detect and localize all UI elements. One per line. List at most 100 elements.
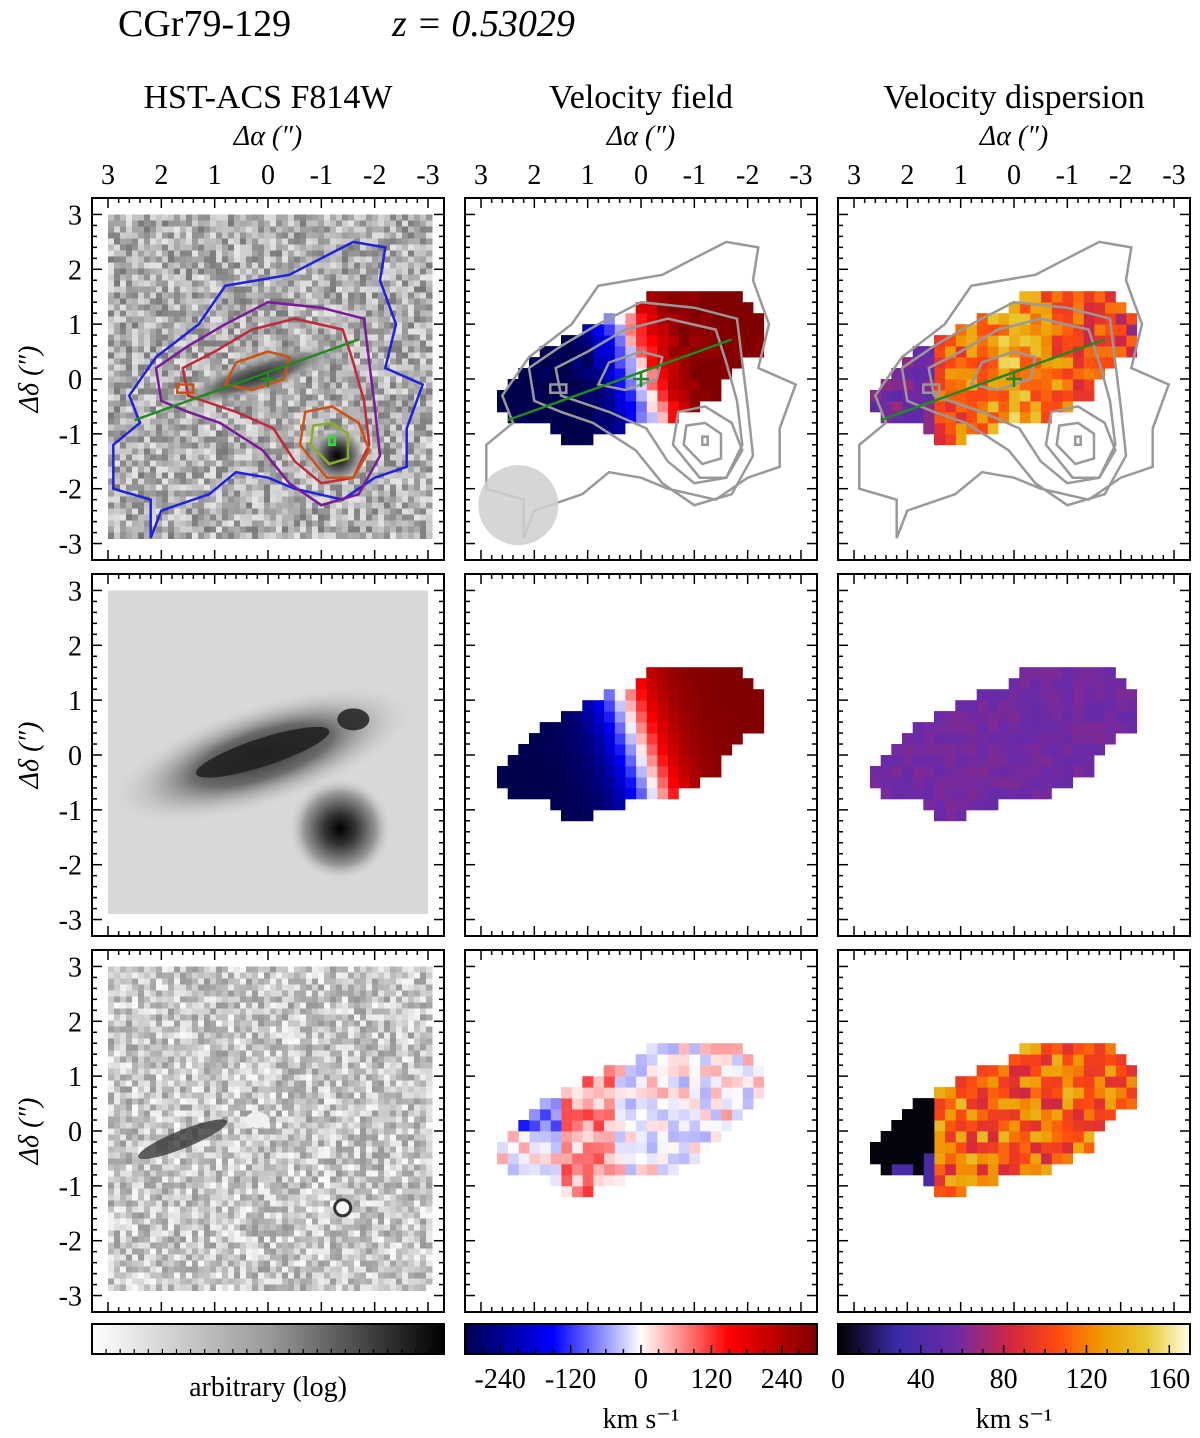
image-pixel bbox=[288, 984, 295, 991]
spaxel bbox=[934, 433, 946, 446]
spaxel bbox=[1040, 379, 1052, 391]
image-pixel bbox=[414, 376, 421, 383]
spaxel bbox=[976, 744, 988, 756]
spaxel bbox=[625, 400, 637, 413]
spaxel bbox=[891, 368, 903, 380]
image-pixel bbox=[234, 460, 241, 467]
image-pixel bbox=[162, 256, 169, 263]
image-pixel bbox=[318, 286, 325, 293]
spaxel bbox=[593, 411, 605, 424]
image-pixel bbox=[342, 328, 349, 335]
image-pixel bbox=[294, 250, 301, 257]
image-pixel bbox=[336, 978, 343, 985]
spaxel bbox=[1051, 379, 1063, 391]
image-pixel bbox=[420, 532, 427, 539]
image-pixel bbox=[300, 250, 307, 257]
image-pixel bbox=[282, 526, 289, 533]
spaxel bbox=[550, 400, 562, 413]
image-pixel bbox=[390, 346, 397, 353]
image-pixel bbox=[168, 286, 175, 293]
image-pixel bbox=[300, 382, 307, 389]
image-pixel bbox=[144, 328, 151, 335]
image-pixel bbox=[126, 340, 133, 347]
image-pixel bbox=[420, 232, 427, 239]
image-pixel bbox=[282, 412, 289, 419]
image-pixel bbox=[174, 370, 181, 377]
image-pixel bbox=[264, 334, 271, 341]
image-pixel bbox=[408, 292, 415, 299]
image-pixel bbox=[186, 514, 193, 521]
spaxel bbox=[1126, 689, 1138, 701]
image-pixel bbox=[402, 442, 409, 449]
spaxel bbox=[1040, 324, 1052, 336]
spaxel bbox=[689, 776, 701, 789]
image-pixel bbox=[210, 1002, 217, 1009]
spaxel bbox=[742, 335, 754, 347]
image-pixel bbox=[306, 996, 313, 1003]
image-pixel bbox=[156, 262, 163, 269]
image-pixel bbox=[408, 214, 415, 221]
spaxel bbox=[1083, 357, 1095, 369]
image-pixel bbox=[108, 238, 115, 245]
image-pixel bbox=[174, 226, 181, 233]
image-pixel bbox=[270, 478, 277, 485]
image-pixel bbox=[252, 328, 259, 335]
image-pixel bbox=[234, 322, 241, 329]
image-pixel bbox=[132, 232, 139, 239]
image-pixel bbox=[318, 496, 325, 503]
image-pixel bbox=[390, 280, 397, 287]
image-pixel bbox=[240, 214, 247, 221]
image-pixel bbox=[120, 972, 127, 979]
image-pixel bbox=[306, 972, 313, 979]
image-pixel bbox=[342, 508, 349, 515]
image-pixel bbox=[300, 274, 307, 281]
spaxel bbox=[1072, 667, 1084, 679]
image-pixel bbox=[240, 996, 247, 1003]
spaxel bbox=[1040, 744, 1052, 756]
spaxel bbox=[518, 776, 530, 789]
image-pixel bbox=[174, 996, 181, 1003]
image-pixel bbox=[120, 238, 127, 245]
image-pixel bbox=[222, 984, 229, 991]
image-pixel bbox=[174, 376, 181, 383]
image-pixel bbox=[168, 442, 175, 449]
image-pixel bbox=[180, 502, 187, 509]
image-pixel bbox=[300, 526, 307, 533]
spaxel bbox=[753, 335, 765, 347]
image-pixel bbox=[174, 352, 181, 359]
spaxel bbox=[1115, 335, 1127, 347]
isophote-contour bbox=[181, 317, 371, 485]
image-pixel bbox=[252, 280, 259, 287]
image-pixel bbox=[384, 508, 391, 515]
spaxel bbox=[539, 744, 551, 756]
image-pixel bbox=[234, 520, 241, 527]
image-pixel bbox=[312, 996, 319, 1003]
image-pixel bbox=[216, 286, 223, 293]
image-pixel bbox=[342, 322, 349, 329]
image-pixel bbox=[246, 972, 253, 979]
image-pixel bbox=[408, 520, 415, 527]
image-pixel bbox=[354, 334, 361, 341]
image-pixel bbox=[246, 256, 253, 263]
image-pixel bbox=[336, 990, 343, 997]
image-pixel bbox=[420, 256, 427, 263]
image-pixel bbox=[282, 496, 289, 503]
image-pixel bbox=[150, 502, 157, 509]
image-pixel bbox=[210, 292, 217, 299]
image-pixel bbox=[372, 978, 379, 985]
image-pixel bbox=[282, 274, 289, 281]
image-pixel bbox=[264, 346, 271, 353]
spaxel bbox=[1062, 700, 1074, 712]
image-pixel bbox=[312, 310, 319, 317]
image-pixel bbox=[276, 214, 283, 221]
spaxel bbox=[1094, 711, 1106, 723]
image-pixel bbox=[414, 490, 421, 497]
image-pixel bbox=[132, 304, 139, 311]
spaxel bbox=[561, 422, 573, 435]
spaxel bbox=[646, 766, 658, 778]
image-pixel bbox=[228, 514, 235, 521]
image-pixel bbox=[252, 250, 259, 257]
spaxel bbox=[721, 291, 733, 303]
image-pixel bbox=[414, 304, 421, 311]
image-pixel bbox=[366, 424, 373, 431]
